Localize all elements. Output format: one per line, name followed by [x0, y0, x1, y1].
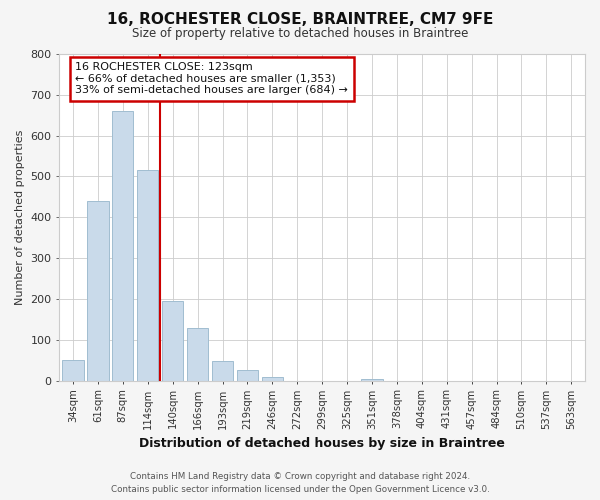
Bar — [112, 111, 133, 380]
Bar — [162, 301, 183, 380]
Bar — [137, 170, 158, 380]
X-axis label: Distribution of detached houses by size in Braintree: Distribution of detached houses by size … — [139, 437, 505, 450]
Bar — [262, 378, 283, 380]
Bar — [62, 360, 83, 380]
Text: Contains HM Land Registry data © Crown copyright and database right 2024.
Contai: Contains HM Land Registry data © Crown c… — [110, 472, 490, 494]
Bar — [237, 370, 258, 380]
Text: 16, ROCHESTER CLOSE, BRAINTREE, CM7 9FE: 16, ROCHESTER CLOSE, BRAINTREE, CM7 9FE — [107, 12, 493, 28]
Text: 16 ROCHESTER CLOSE: 123sqm
← 66% of detached houses are smaller (1,353)
33% of s: 16 ROCHESTER CLOSE: 123sqm ← 66% of deta… — [75, 62, 348, 96]
Bar — [88, 201, 109, 380]
Text: Size of property relative to detached houses in Braintree: Size of property relative to detached ho… — [132, 28, 468, 40]
Bar — [187, 328, 208, 380]
Bar — [212, 361, 233, 380]
Y-axis label: Number of detached properties: Number of detached properties — [15, 130, 25, 305]
